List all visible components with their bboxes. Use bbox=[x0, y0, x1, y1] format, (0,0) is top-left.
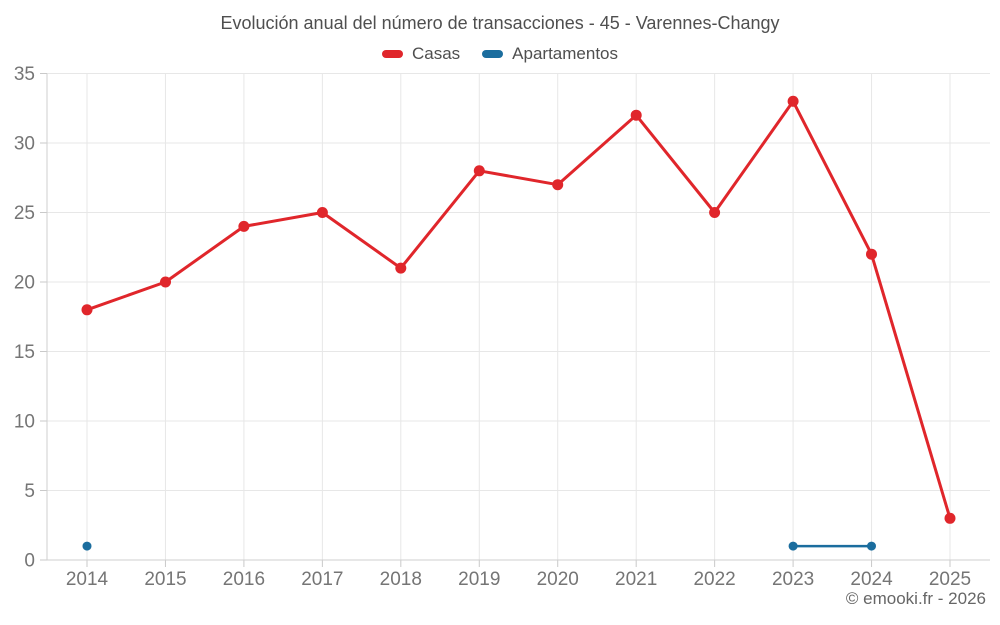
chart-title: Evolución anual del número de transaccio… bbox=[220, 13, 780, 33]
svg-text:2017: 2017 bbox=[301, 569, 343, 590]
svg-text:2018: 2018 bbox=[380, 569, 422, 590]
legend-swatch-casas bbox=[381, 50, 403, 58]
data-point bbox=[160, 276, 171, 288]
data-point bbox=[709, 207, 721, 218]
svg-text:2025: 2025 bbox=[929, 569, 971, 590]
data-point bbox=[866, 248, 877, 260]
svg-text:2023: 2023 bbox=[772, 569, 814, 590]
svg-text:0: 0 bbox=[24, 551, 35, 572]
data-point bbox=[867, 541, 876, 551]
legend-item-casas[interactable]: Casas bbox=[381, 44, 461, 64]
data-point bbox=[552, 179, 564, 191]
svg-text:25: 25 bbox=[14, 203, 35, 224]
svg-text:15: 15 bbox=[14, 342, 35, 363]
svg-text:2020: 2020 bbox=[537, 569, 579, 590]
svg-text:2015: 2015 bbox=[144, 569, 186, 590]
data-point bbox=[395, 262, 407, 274]
data-point bbox=[630, 109, 642, 121]
svg-text:30: 30 bbox=[14, 134, 35, 155]
svg-text:2024: 2024 bbox=[850, 569, 893, 590]
svg-text:2022: 2022 bbox=[693, 569, 735, 590]
data-point bbox=[473, 165, 485, 177]
axes bbox=[46, 73, 990, 561]
svg-text:2014: 2014 bbox=[66, 569, 109, 590]
data-point bbox=[944, 512, 956, 524]
data-point bbox=[82, 541, 92, 551]
data-point bbox=[81, 304, 93, 316]
data-point bbox=[787, 95, 799, 107]
svg-text:2019: 2019 bbox=[458, 569, 500, 590]
data-point bbox=[238, 220, 250, 232]
y-grid-and-labels: 0 5 10 15 20 25 30 35 bbox=[14, 64, 990, 572]
copyright-watermark: © emooki.fr - 2026 bbox=[845, 589, 986, 608]
svg-text:10: 10 bbox=[14, 412, 35, 433]
legend-item-apartamentos[interactable]: Apartamentos bbox=[482, 44, 618, 64]
svg-text:5: 5 bbox=[24, 481, 35, 502]
x-grid-and-labels: 2014 2015 2016 2017 2018 2019 2020 2021 2022 2023… bbox=[66, 73, 971, 590]
legend-swatch-apartamentos bbox=[482, 50, 504, 58]
svg-text:2021: 2021 bbox=[615, 569, 657, 590]
series-casas bbox=[81, 95, 956, 524]
data-point bbox=[788, 541, 798, 551]
svg-text:35: 35 bbox=[14, 64, 35, 85]
svg-text:2016: 2016 bbox=[223, 569, 265, 590]
chart-legend: Casas Apartamentos bbox=[0, 44, 1000, 64]
svg-text:20: 20 bbox=[14, 273, 35, 294]
data-point bbox=[316, 207, 328, 218]
series-apartamentos bbox=[82, 541, 876, 551]
legend-label: Casas bbox=[411, 44, 461, 63]
legend-label: Apartamentos bbox=[512, 44, 619, 63]
